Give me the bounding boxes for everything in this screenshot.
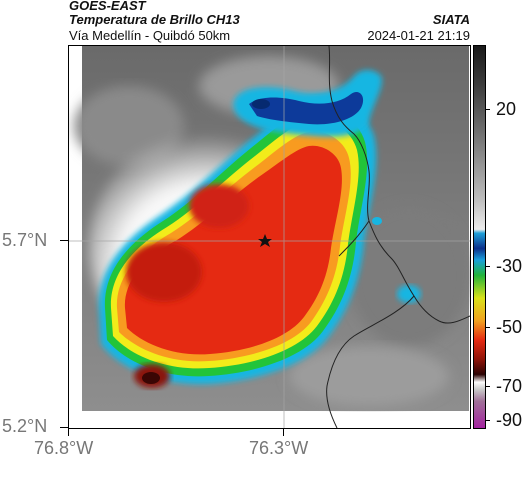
colorbar-tick xyxy=(485,266,490,267)
star-icon xyxy=(258,234,272,247)
map-subtitle: Vía Medellín - Quibdó 50km xyxy=(69,28,231,43)
boundaries xyxy=(326,46,470,428)
storm-cell xyxy=(98,96,377,388)
timestamp: 2024-01-21 21:19 xyxy=(367,28,470,43)
lat-tick xyxy=(60,240,68,241)
lon-label: 76.8°W xyxy=(34,438,94,458)
lat-label: 5.7°N xyxy=(2,230,48,250)
lon-tick xyxy=(283,428,284,436)
colorbar-tick xyxy=(485,327,490,328)
satellite-image xyxy=(69,46,470,428)
colorbar-gradient xyxy=(474,46,485,428)
agency-label: GOES-EAST xyxy=(69,0,146,13)
colorbar-label: -70 xyxy=(496,376,523,396)
map-panel[interactable] xyxy=(68,45,471,429)
colorbar-label: -90 xyxy=(496,410,523,430)
colorbar xyxy=(473,45,486,429)
lat-tick xyxy=(60,427,68,428)
lon-label: 76.3°W xyxy=(249,438,309,458)
colorbar-label: -50 xyxy=(496,317,523,337)
colorbar-tick xyxy=(485,386,490,387)
lat-label: 5.2°N xyxy=(2,416,48,436)
map-title: Temperatura de Brillo CH13 xyxy=(69,12,240,27)
lon-tick xyxy=(68,428,69,436)
colorbar-label: 20 xyxy=(496,99,517,119)
colorbar-label: -30 xyxy=(496,256,523,276)
graticule xyxy=(69,46,470,428)
org-label: SIATA xyxy=(432,12,470,27)
northern-anvil xyxy=(233,70,382,137)
colorbar-tick xyxy=(485,420,490,421)
colorbar-tick xyxy=(485,109,490,110)
